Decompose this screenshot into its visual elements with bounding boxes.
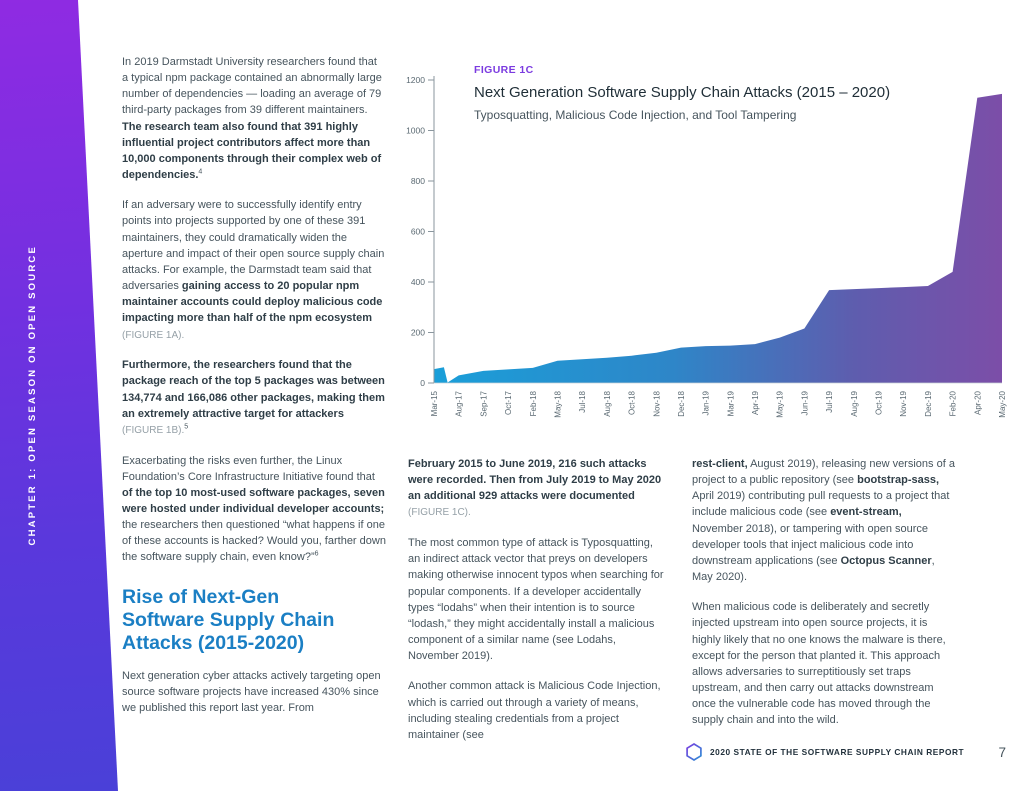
svg-text:Aug-17: Aug-17 [455,390,464,416]
right-column: rest-client, August 2019), releasing new… [692,456,955,743]
svg-text:Oct-17: Oct-17 [504,390,513,415]
svg-text:Jul-18: Jul-18 [578,390,587,412]
svg-text:Sep-17: Sep-17 [479,390,488,416]
svg-text:600: 600 [411,227,425,237]
paragraph-adversary-entry-points: If an adversary were to successfully ide… [122,199,385,341]
sonatype-hexagon-icon [686,743,702,761]
figure-label: FIGURE 1C [474,64,534,76]
figure-title: Next Generation Software Supply Chain At… [474,84,891,101]
heading-line-3: Attacks (2015-2020) [122,631,305,654]
paragraph-attack-counts: February 2015 to June 2019, 216 such att… [408,458,662,519]
heading-line-2: Software Supply Chain [122,608,335,631]
svg-text:Nov-18: Nov-18 [652,390,661,416]
svg-text:800: 800 [411,176,425,186]
svg-text:Aug-19: Aug-19 [850,390,859,416]
paragraph-next-gen-intro: Next generation cyber attacks actively t… [122,669,381,714]
attacks-area-series [434,93,1002,384]
svg-text:Mar-15: Mar-15 [430,390,439,416]
paragraph-npm-dependencies: In 2019 Darmstadt University researchers… [122,56,382,182]
page-footer: 2020 STATE OF THE SOFTWARE SUPPLY CHAIN … [686,742,1006,762]
figure-subtitle: Typosquatting, Malicious Code Injection,… [474,108,797,122]
svg-text:Jan-19: Jan-19 [702,390,711,415]
svg-text:Mar-19: Mar-19 [726,390,735,416]
y-axis: 0 200 400 600 800 1000 1200 [406,75,435,388]
section-heading-rise-of-next-gen: Rise of Next-Gen Software Supply Chain A… [122,586,386,655]
svg-text:Dec-19: Dec-19 [924,390,933,416]
svg-text:Apr-19: Apr-19 [751,390,760,415]
svg-text:Aug-18: Aug-18 [603,390,612,416]
svg-text:Dec-18: Dec-18 [677,390,686,416]
page-number: 7 [998,744,1006,760]
paragraph-package-reach: Furthermore, the researchers found that … [122,359,385,436]
footer-report-title: 2020 STATE OF THE SOFTWARE SUPPLY CHAIN … [710,747,965,757]
svg-text:May-20: May-20 [998,390,1007,417]
paragraph-typosquatting: The most common type of attack is Typosq… [408,537,664,663]
svg-text:Feb-20: Feb-20 [949,390,958,416]
x-axis: Mar-15 Aug-17 Sep-17 Oct-17 Feb-18 May-18 Jul-… [430,382,1007,418]
svg-text:Apr-20: Apr-20 [973,390,982,415]
svg-text:Oct-18: Oct-18 [628,390,637,415]
svg-text:0: 0 [420,378,425,388]
chapter-sidebar-label: CHAPTER 1: OPEN SEASON ON OPEN SOURCE [26,245,38,546]
svg-text:May-18: May-18 [554,390,563,417]
heading-line-1: Rise of Next-Gen [122,585,280,608]
svg-text:Nov-19: Nov-19 [899,390,908,416]
svg-text:Jul-19: Jul-19 [825,390,834,412]
paragraph-attack-examples: rest-client, August 2019), releasing new… [692,458,955,584]
figure-1c: 0 200 400 600 800 1000 1200 Mar-15 Aug-17 Sep-17… [398,58,1012,452]
svg-text:Oct-19: Oct-19 [875,390,884,415]
svg-text:1200: 1200 [406,75,425,85]
svg-text:200: 200 [411,328,425,338]
figure-header: FIGURE 1C Next Generation Software Suppl… [474,64,944,122]
svg-text:1000: 1000 [406,126,425,136]
chapter-sidebar-label-wrap: CHAPTER 1: OPEN SEASON ON OPEN SOURCE [12,0,52,791]
paragraph-linux-foundation: Exacerbating the risks even further, the… [122,454,386,564]
svg-text:Jun-19: Jun-19 [800,390,809,415]
figure-1c-chart-svg: 0 200 400 600 800 1000 1200 Mar-15 Aug-17 Sep-17… [406,75,1007,418]
svg-text:400: 400 [411,277,425,287]
left-column: In 2019 Darmstadt University researchers… [122,54,386,730]
middle-column: February 2015 to June 2019, 216 such att… [408,456,668,757]
svg-text:Feb-18: Feb-18 [529,390,538,416]
svg-text:May-19: May-19 [776,390,785,417]
paragraph-malicious-code-injection: Another common attack is Malicious Code … [408,680,661,741]
paragraph-upstream-injection: When malicious code is deliberately and … [692,601,946,727]
